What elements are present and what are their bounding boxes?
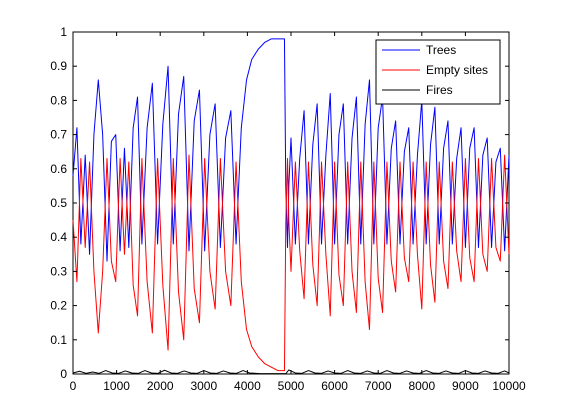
y-tick-label: 0.4 xyxy=(50,230,67,244)
x-tick-label: 10000 xyxy=(492,379,526,393)
y-tick-label: 0.3 xyxy=(50,264,67,278)
y-tick-label: 0.7 xyxy=(50,128,67,142)
x-tick-label: 3000 xyxy=(190,379,217,393)
legend-box xyxy=(375,39,501,105)
x-tick-label: 7000 xyxy=(365,379,392,393)
legend-label-empty-sites: Empty sites xyxy=(426,63,488,77)
series-layer xyxy=(72,38,510,375)
series-line-trees xyxy=(72,38,510,262)
series-line-empty-sites xyxy=(72,154,510,372)
x-tick-label: 6000 xyxy=(321,379,348,393)
legend-label-trees: Trees xyxy=(426,43,456,57)
x-tick-label: 9000 xyxy=(452,379,479,393)
x-tick-label: 2000 xyxy=(147,379,174,393)
x-tick-label: 5000 xyxy=(278,379,305,393)
x-tick-label: 1000 xyxy=(103,379,130,393)
legend-label-fires: Fires xyxy=(426,83,453,97)
legend: Trees Empty sites Fires xyxy=(375,39,501,105)
x-tick-label: 4000 xyxy=(234,379,261,393)
y-tick-label: 0.2 xyxy=(50,299,67,313)
y-tick-label: 0.9 xyxy=(50,59,67,73)
y-tick-label: 0.6 xyxy=(50,162,67,176)
y-tick-label: 0.1 xyxy=(50,333,67,347)
y-tick-label: 1 xyxy=(60,25,67,39)
x-tick-label: 8000 xyxy=(408,379,435,393)
x-tick-label: 0 xyxy=(70,379,77,393)
axis-layer: 0 1000 2000 3000 4000 5000 6000 7000 8000 9000 100… xyxy=(50,25,526,393)
series-line-fires xyxy=(72,369,510,375)
y-tick-label: 0 xyxy=(60,367,67,381)
y-tick-label: 0.8 xyxy=(50,93,67,107)
y-tick-label: 0.5 xyxy=(50,196,67,210)
